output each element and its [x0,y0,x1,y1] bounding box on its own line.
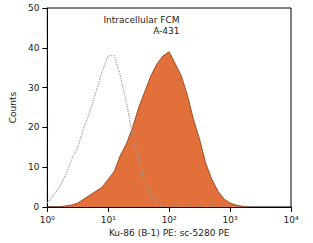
svg-text:10⁴: 10⁴ [283,215,298,225]
svg-text:0: 0 [34,202,40,212]
svg-text:Intracellular FCM: Intracellular FCM [103,15,179,25]
svg-text:30: 30 [28,83,40,93]
svg-text:50: 50 [28,3,40,13]
svg-text:Ku-86 (B-1) PE: sc-5280 PE: Ku-86 (B-1) PE: sc-5280 PE [109,228,230,238]
svg-text:20: 20 [28,122,40,132]
svg-text:10²: 10² [162,215,177,225]
svg-text:10: 10 [28,162,40,172]
svg-text:10³: 10³ [223,215,238,225]
svg-text:40: 40 [28,43,40,53]
svg-text:10⁰: 10⁰ [40,215,55,225]
svg-text:Counts: Counts [8,91,18,123]
svg-text:10¹: 10¹ [101,215,116,225]
svg-text:A-431: A-431 [153,26,179,36]
